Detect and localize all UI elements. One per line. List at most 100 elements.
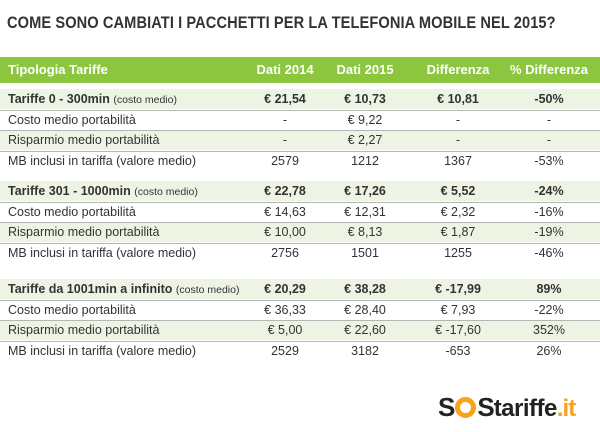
- cell-percentuale: -16%: [534, 204, 564, 219]
- row-label-text: Costo medio portabilità: [8, 204, 136, 219]
- cell-2014: € 10,00: [264, 225, 306, 239]
- table-header: Tipologia Tariffe Dati 2014 Dati 2015 Di…: [0, 57, 600, 83]
- row-label-text: Costo medio portabilità: [8, 112, 136, 127]
- column-header-differenza: Differenza: [426, 62, 490, 77]
- row-label: Risparmio medio portabilità: [8, 222, 159, 242]
- column-header-tipologia: Tipologia Tariffe: [8, 62, 108, 77]
- cell-percentuale: -24%: [534, 184, 564, 198]
- table-row: Costo medio portabilità - € 9,22 - -: [0, 109, 600, 130]
- cell-2015: € 2,27: [347, 133, 383, 147]
- cell-differenza: € 7,93: [440, 302, 476, 317]
- row-label-note: (costo medio): [113, 94, 177, 106]
- group-header-row: Tariffe 0 - 300min (costo medio) € 21,54 €…: [0, 89, 600, 109]
- row-label: Tariffe da 1001min a infinito (costo med…: [8, 279, 239, 299]
- row-label: MB inclusi in tariffa (valore medio): [8, 243, 196, 263]
- cell-2015: € 28,40: [344, 302, 386, 317]
- table-row: Costo medio portabilità € 14,63 € 12,31 € 2…: [0, 201, 600, 222]
- cell-differenza: € -17,60: [435, 323, 481, 337]
- row-divider: [0, 130, 600, 131]
- table-row: Risparmio medio portabilità - € 2,27 - -: [0, 130, 600, 150]
- cell-percentuale: -19%: [534, 225, 564, 239]
- row-label-text: Risparmio medio portabilità: [8, 225, 160, 239]
- cell-2014: 2756: [271, 245, 299, 260]
- cell-2015: € 12,31: [344, 204, 386, 219]
- column-header-2014: Dati 2014: [256, 62, 314, 77]
- cell-2014: € 22,78: [264, 184, 306, 198]
- row-label: Costo medio portabilità: [8, 110, 136, 130]
- cell-percentuale: 352%: [533, 323, 565, 337]
- cell-2015: € 8,13: [347, 225, 383, 239]
- row-label: MB inclusi in tariffa (valore medio): [8, 151, 196, 171]
- row-divider: [0, 340, 600, 342]
- row-label-text: MB inclusi in tariffa (valore medio): [8, 153, 197, 168]
- row-label: Risparmio medio portabilità: [8, 320, 159, 340]
- cell-percentuale: -50%: [534, 92, 564, 106]
- cell-2015: € 22,60: [344, 323, 386, 337]
- cell-percentuale: -: [546, 112, 552, 127]
- cell-2014: 2579: [271, 153, 299, 168]
- cell-differenza: 1255: [444, 245, 472, 260]
- row-divider: [0, 201, 600, 203]
- row-label: MB inclusi in tariffa (valore medio): [8, 341, 196, 361]
- row-label: Risparmio medio portabilità: [8, 130, 159, 150]
- cell-percentuale: -22%: [534, 302, 564, 317]
- row-label: Tariffe 301 - 1000min (costo medio): [8, 181, 198, 201]
- row-divider: [0, 150, 600, 152]
- row-label-note: (costo medio): [134, 186, 198, 198]
- cell-2014: € 20,29: [264, 282, 306, 296]
- cell-differenza: € 10,81: [437, 92, 479, 106]
- row-label-text: Tariffe 301 - 1000min: [8, 184, 131, 198]
- cell-differenza: € 1,87: [440, 225, 476, 239]
- cell-2014: € 14,63: [264, 204, 306, 219]
- row-label-text: Costo medio portabilità: [8, 302, 136, 317]
- cell-differenza: -653: [445, 343, 471, 358]
- row-label: Costo medio portabilità: [8, 202, 136, 222]
- table-row: MB inclusi in tariffa (valore medio) 2529…: [0, 340, 600, 361]
- logo-letter-s2: S: [477, 392, 494, 422]
- group-separator: [0, 275, 600, 278]
- logo-letter-s1: S: [438, 392, 455, 422]
- row-label-text: Risparmio medio portabilità: [8, 133, 160, 147]
- cell-differenza: -: [455, 133, 461, 147]
- row-label-text: MB inclusi in tariffa (valore medio): [8, 343, 197, 358]
- group-header-row: Tariffe da 1001min a infinito (costo med…: [0, 279, 600, 299]
- table-row: Risparmio medio portabilità € 10,00 € 8,13…: [0, 222, 600, 242]
- group-separator: [0, 177, 600, 180]
- cell-2014: € 21,54: [264, 92, 306, 106]
- logo-brand: tariffe: [493, 395, 558, 422]
- row-label-text: Risparmio medio portabilità: [8, 323, 160, 337]
- row-label-text: MB inclusi in tariffa (valore medio): [8, 245, 197, 260]
- cell-2014: -: [282, 112, 288, 127]
- cell-percentuale: -: [546, 133, 552, 147]
- cell-differenza: € -17,99: [435, 282, 481, 296]
- row-divider: [0, 109, 600, 111]
- column-header-2015: Dati 2015: [336, 62, 394, 77]
- table-row: Risparmio medio portabilità € 5,00 € 22,60…: [0, 320, 600, 340]
- page-title: COME SONO CAMBIATI I PACCHETTI PER LA TE…: [7, 13, 556, 32]
- row-divider: [0, 222, 600, 223]
- cell-differenza: -: [455, 112, 461, 127]
- row-divider: [0, 320, 600, 321]
- row-label-text: Tariffe 0 - 300min: [8, 92, 110, 106]
- cell-percentuale: -46%: [534, 245, 564, 260]
- cell-percentuale: 89%: [536, 282, 562, 296]
- table-row: MB inclusi in tariffa (valore medio) 2756…: [0, 242, 600, 263]
- row-label: Tariffe 0 - 300min (costo medio): [8, 89, 177, 109]
- cell-2015: € 38,28: [344, 282, 386, 296]
- cell-percentuale: -53%: [534, 153, 564, 168]
- cell-2014: € 5,00: [267, 323, 303, 337]
- cell-2014: -: [282, 133, 288, 147]
- cell-2015: € 10,73: [344, 92, 386, 106]
- row-label-text: Tariffe da 1001min a infinito: [8, 282, 173, 296]
- column-header-percentuale: % Differenza: [509, 62, 589, 77]
- row-label-note: (costo medio): [175, 284, 240, 296]
- cell-2014: € 36,33: [264, 302, 306, 317]
- cell-2015: € 9,22: [347, 112, 383, 127]
- cell-2015: 3182: [351, 343, 379, 358]
- cell-differenza: € 2,32: [440, 204, 476, 219]
- cell-2015: € 17,26: [344, 184, 386, 198]
- logo-o-ring-icon: [455, 397, 477, 418]
- logo-extension: .it: [556, 395, 576, 422]
- group-header-row: Tariffe 301 - 1000min (costo medio) € 22,…: [0, 181, 600, 201]
- cell-2014: 2529: [271, 343, 299, 358]
